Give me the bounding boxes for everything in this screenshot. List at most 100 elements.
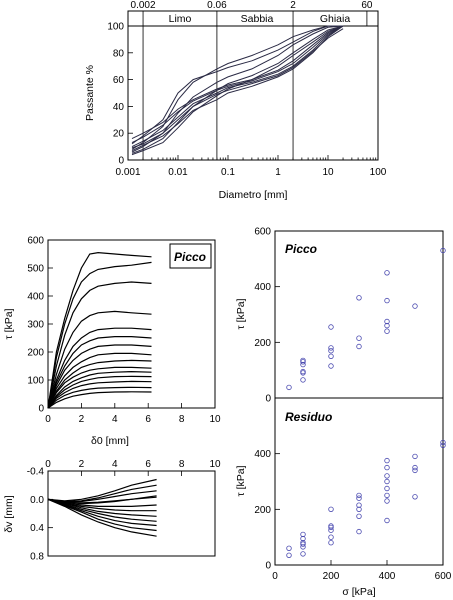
y-tick-label: 600 <box>254 227 271 238</box>
peak-points <box>286 247 446 391</box>
peak-point <box>300 368 306 375</box>
y-tick-label: 400 <box>27 292 44 303</box>
y-tick-label: 60 <box>113 75 125 86</box>
top-tick-label: 2 <box>290 0 296 11</box>
residual-point <box>412 453 418 460</box>
shear-curves <box>47 251 152 409</box>
grading-curve <box>131 25 344 154</box>
residual-point <box>328 523 334 529</box>
dilatancy-curve <box>47 498 157 532</box>
y-tick-label: 0 <box>265 394 271 405</box>
residual-point <box>356 495 362 501</box>
grading-curve <box>131 25 344 156</box>
peak-plot-area <box>274 230 444 399</box>
peak-point <box>300 377 306 383</box>
dilatancy-curve <box>47 498 157 527</box>
shear-y-ticks: 0 100 200 300 400 500 600 <box>27 236 53 415</box>
grading-curve <box>131 25 344 145</box>
residual-point <box>440 439 446 446</box>
shear-curve <box>47 251 152 409</box>
peak-point <box>384 328 390 334</box>
peak-point <box>300 357 306 364</box>
x-tick-label: 10 <box>209 459 221 470</box>
dilatancy-curve <box>47 498 157 522</box>
dilatancy-curve <box>47 498 157 517</box>
x-tick-label: 600 <box>435 571 452 582</box>
residual-x-ticks: 0 200 400 600 <box>272 560 452 582</box>
residual-y-label: τ [kPa] <box>235 465 247 496</box>
x-tick-label: 8 <box>179 459 185 470</box>
x-tick-label: 6 <box>145 459 151 470</box>
zone-label-limo: Limo <box>169 13 192 25</box>
residual-point <box>300 535 306 542</box>
shear-title: Picco <box>174 250 206 264</box>
grading-y-label: Passante % <box>84 65 96 121</box>
x-tick-label: 6 <box>145 414 151 425</box>
y-tick-label: 100 <box>107 22 124 33</box>
x-tick-label: 8 <box>179 414 185 425</box>
dilatancy-y-ticks: -0.4 0.0 0.4 0.8 <box>27 467 53 563</box>
x-tick-label: 2 <box>79 459 85 470</box>
shear-curve <box>47 327 152 409</box>
residual-point <box>384 473 390 479</box>
y-tick-label: 100 <box>27 376 44 387</box>
grading-curves <box>131 25 344 156</box>
peak-point <box>328 348 334 354</box>
peak-point <box>384 270 390 276</box>
residual-point <box>286 552 292 558</box>
y-tick-label: 0 <box>265 561 271 572</box>
grading-curve <box>131 25 344 148</box>
top-tick-label: 0.002 <box>131 0 156 11</box>
grading-zone-dividers <box>142 11 294 160</box>
y-tick-label: 80 <box>113 48 125 59</box>
x-tick-label: 0 <box>45 414 51 425</box>
top-tick-label: 0.06 <box>207 0 227 11</box>
y-tick-label: 400 <box>254 282 271 293</box>
residual-point <box>328 534 334 540</box>
residual-point <box>300 531 306 538</box>
top-tick-label: 60 <box>361 0 373 11</box>
residual-point <box>384 492 390 499</box>
grading-curve <box>131 25 344 144</box>
shear-stress-chart: Picco 0 2 4 6 8 10 0 100 200 300 400 500 600 δ0 [mm… <box>3 236 221 448</box>
residual-point <box>356 513 362 519</box>
y-tick-label: 300 <box>27 320 44 331</box>
residual-point <box>384 485 390 492</box>
residual-point <box>412 464 418 471</box>
shear-curve <box>47 375 152 409</box>
residual-point <box>328 540 334 546</box>
y-tick-label: 0.0 <box>30 495 44 506</box>
shear-curve <box>47 310 152 409</box>
x-tick-label: 0.01 <box>168 167 188 178</box>
shear-curve <box>47 281 152 409</box>
zone-label-ghiaia: Ghiaia <box>320 13 351 25</box>
x-tick-label: 400 <box>379 571 396 582</box>
shear-curve <box>47 391 152 409</box>
peak-point <box>440 247 446 254</box>
grading-curve <box>131 28 344 149</box>
strength-chart: Picco Residuo 0 200 400 600 0 200 400 0 200 400… <box>235 227 452 599</box>
shear-title-box <box>169 243 212 269</box>
residual-point <box>412 467 418 474</box>
shear-y-label: τ [kPa] <box>3 308 15 339</box>
residual-point <box>384 457 390 464</box>
zone-label-sabbia: Sabbia <box>241 13 274 25</box>
x-tick-label: 0.1 <box>221 167 235 178</box>
dilatancy-plot-area <box>47 470 216 557</box>
x-tick-label: 100 <box>370 167 387 178</box>
y-tick-label: 20 <box>113 129 125 140</box>
grading-curve <box>131 25 344 152</box>
peak-point <box>328 345 334 351</box>
x-tick-label: 4 <box>112 414 118 425</box>
residual-plot-area <box>274 397 444 566</box>
residual-point <box>384 517 390 524</box>
peak-y-label: τ [kPa] <box>235 298 247 329</box>
shear-curve <box>47 359 152 409</box>
dilatancy-y-label: δv [mm] <box>3 495 15 532</box>
grading-top-ticks: 0.002 0.06 2 60 <box>131 0 373 26</box>
y-tick-label: -0.4 <box>27 467 45 478</box>
residual-point <box>356 506 362 512</box>
dilatancy-curve <box>47 478 157 502</box>
peak-point <box>412 303 418 309</box>
